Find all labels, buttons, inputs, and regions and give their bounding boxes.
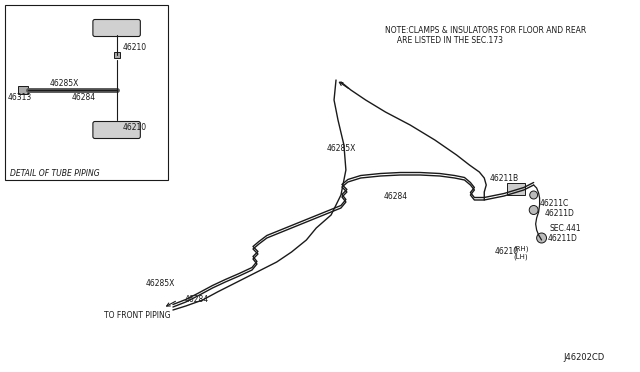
Text: 46210: 46210 (122, 42, 147, 51)
Text: 46211D: 46211D (547, 234, 577, 243)
Text: 46313: 46313 (8, 93, 32, 102)
Text: NOTE:CLAMPS & INSULATORS FOR FLOOR AND REAR: NOTE:CLAMPS & INSULATORS FOR FLOOR AND R… (385, 26, 587, 35)
FancyBboxPatch shape (93, 19, 140, 36)
Text: 46285X: 46285X (49, 78, 79, 87)
Text: TO FRONT PIPING: TO FRONT PIPING (104, 311, 170, 320)
Bar (5, 5, 168, 180)
Text: ARE LISTED IN THE SEC.173: ARE LISTED IN THE SEC.173 (385, 35, 504, 45)
Circle shape (536, 233, 547, 243)
Text: 46210: 46210 (494, 247, 518, 257)
Bar (114, 52, 120, 58)
Text: SEC.441: SEC.441 (550, 224, 581, 232)
Text: (LH): (LH) (513, 254, 527, 260)
Text: 46211C: 46211C (540, 199, 569, 208)
Text: 46285X: 46285X (145, 279, 175, 289)
Text: (RH): (RH) (513, 246, 529, 252)
Text: 46211B: 46211B (489, 173, 518, 183)
Bar (18, 86, 28, 94)
Text: 46284: 46284 (71, 93, 95, 102)
Text: 46284: 46284 (383, 192, 408, 201)
Circle shape (529, 205, 538, 215)
Circle shape (530, 191, 538, 199)
Text: J46202CD: J46202CD (563, 353, 605, 362)
Text: 46284: 46284 (185, 295, 209, 305)
Bar (507, 183, 525, 195)
Text: 46210: 46210 (122, 122, 147, 131)
FancyBboxPatch shape (93, 122, 140, 138)
Text: 46211D: 46211D (545, 208, 575, 218)
Text: 46285X: 46285X (326, 144, 355, 153)
Text: DETAIL OF TUBE PIPING: DETAIL OF TUBE PIPING (10, 169, 99, 177)
